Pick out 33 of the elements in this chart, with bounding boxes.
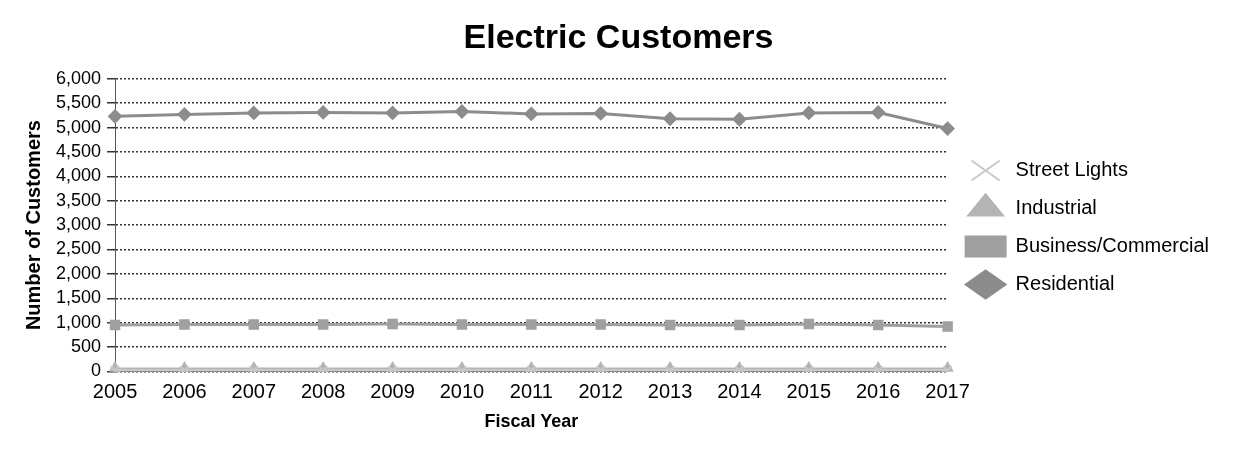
x-tick-label: 2010 — [439, 379, 485, 402]
y-tick-label: 0 — [91, 360, 102, 381]
y-tick-label: 2,000 — [56, 262, 102, 283]
y-tick-label: 5,000 — [56, 116, 102, 137]
y-tick-label: 500 — [71, 335, 102, 356]
x-tick-label: 2009 — [370, 379, 415, 402]
y-tick-label: 2,500 — [56, 238, 102, 259]
legend-label: Street Lights — [1015, 158, 1128, 181]
y-tick-label: 1,000 — [56, 311, 102, 332]
y-tick-label: 3,500 — [56, 189, 102, 210]
x-tick-label: 2016 — [855, 379, 901, 402]
x-tick-label: 2008 — [300, 379, 346, 402]
x-tick-label: 2006 — [162, 379, 207, 402]
x-tick-label: 2015 — [786, 379, 832, 402]
x-axis-title: Fiscal Year — [484, 411, 579, 432]
y-tick-label: 4,500 — [56, 140, 102, 161]
x-tick-label: 2017 — [925, 379, 970, 402]
y-tick-label: 3,000 — [56, 214, 102, 235]
y-tick-label: 5,500 — [56, 92, 102, 113]
legend-label: Business/Commercial — [1015, 234, 1209, 257]
chart-title: Electric Customers — [463, 16, 774, 55]
x-tick-label: 2007 — [231, 379, 277, 402]
x-tick-label: 2011 — [509, 379, 553, 402]
y-tick-label: 6,000 — [56, 67, 102, 88]
x-tick-label: 2014 — [717, 379, 762, 402]
y-axis-title: Number of Customers — [21, 120, 44, 331]
legend-label: Residential — [1015, 272, 1115, 295]
y-tick-label: 4,000 — [56, 165, 102, 186]
x-tick-label: 2012 — [578, 379, 623, 402]
x-tick-label: 2013 — [647, 379, 693, 402]
y-tick-label: 1,500 — [56, 287, 102, 308]
x-tick-label: 2005 — [92, 379, 138, 402]
legend-label: Industrial — [1015, 196, 1097, 219]
